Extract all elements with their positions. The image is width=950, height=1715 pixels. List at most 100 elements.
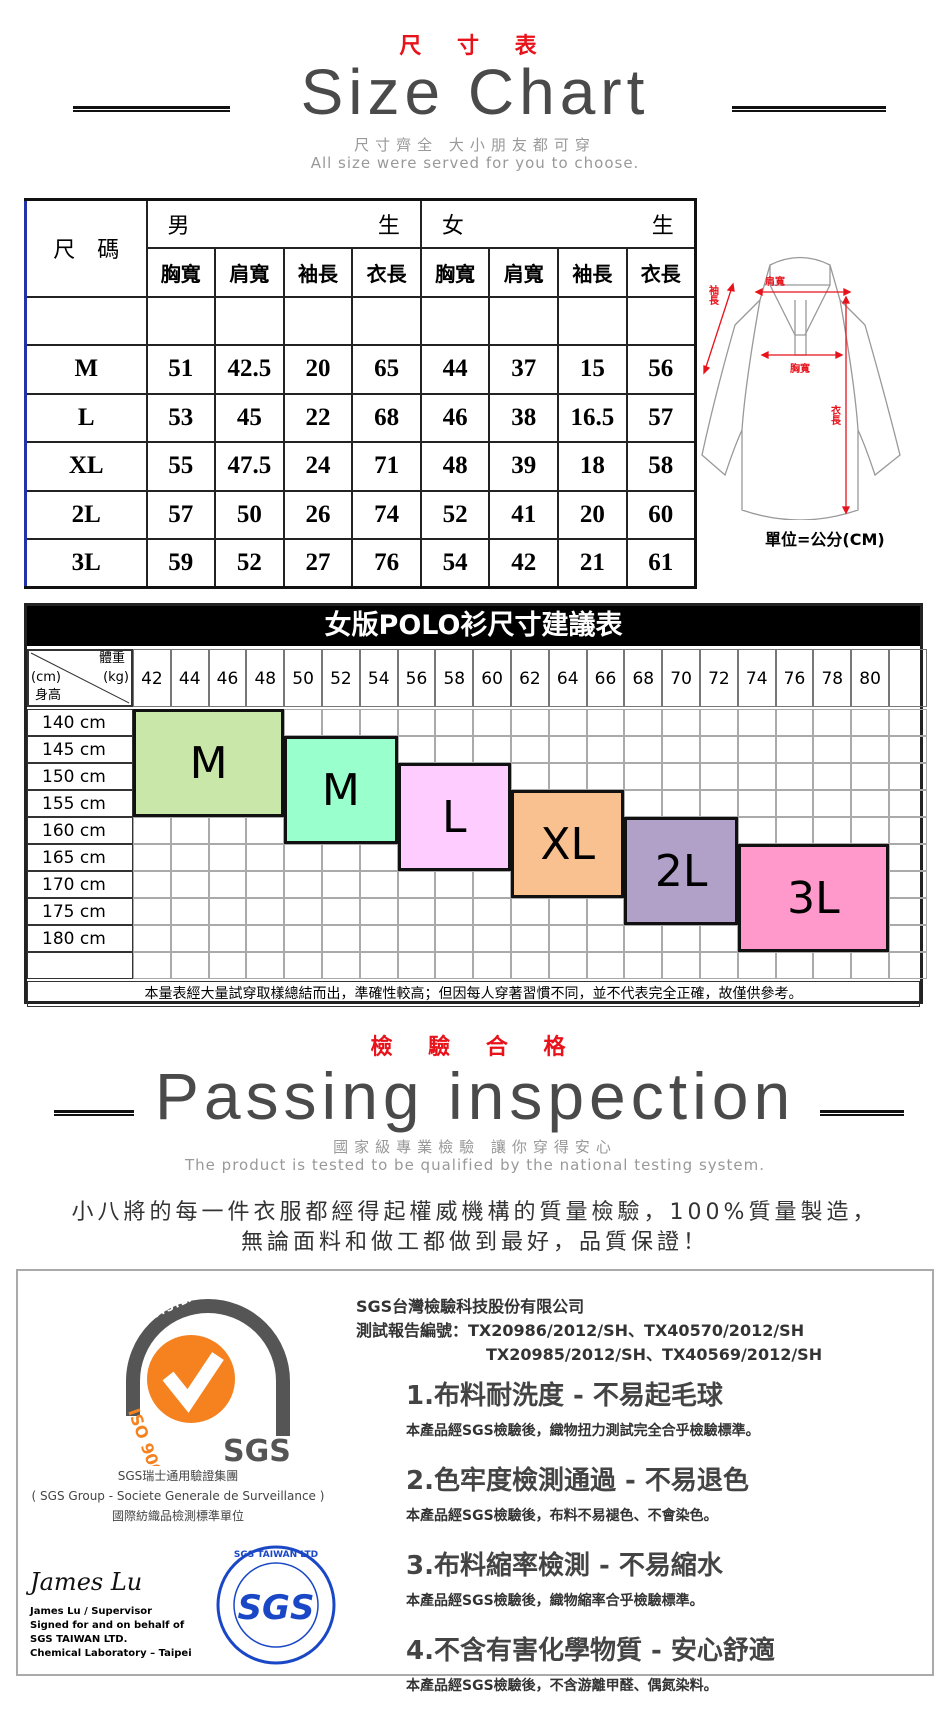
unit-label: 單位=公分(CM) bbox=[765, 530, 885, 549]
men-label-2: 生 bbox=[377, 214, 400, 239]
column-header: 衣長 bbox=[625, 247, 697, 298]
size-block-2l: 2L bbox=[624, 817, 738, 925]
grid-cell bbox=[322, 871, 360, 898]
women-size-chart: 女版POLO衫尺寸建議表 體重 (cm) (kg) 身高 42 44 46 48 50 52 54 5… bbox=[24, 603, 927, 1007]
grid-cell bbox=[359, 898, 398, 925]
divider-right-2 bbox=[820, 1110, 904, 1116]
value-cell: 68 bbox=[351, 392, 422, 443]
value-cell: 21 bbox=[557, 538, 628, 589]
women-group-header: 女生 bbox=[419, 198, 697, 249]
sgs-stamp: SGS TAIWAN LTD SGS bbox=[216, 1545, 336, 1665]
grid-cell bbox=[208, 817, 247, 844]
height-row-label bbox=[27, 952, 133, 979]
size-cell: M bbox=[24, 344, 148, 395]
grid-cell bbox=[813, 763, 852, 790]
grid-cell bbox=[889, 898, 927, 925]
grid-cell bbox=[246, 952, 285, 979]
grid-cell bbox=[133, 925, 171, 952]
value-cell: 27 bbox=[282, 538, 354, 589]
weight-header: 52 bbox=[322, 649, 360, 707]
grid-cell bbox=[775, 790, 814, 817]
sgs-certification-panel: SYSTEM CERTIFICATION ISO 9001 SGS SGS瑞士通… bbox=[16, 1269, 934, 1694]
value-cell: 26 bbox=[282, 489, 354, 540]
weight-header: 76 bbox=[775, 649, 814, 707]
weight-header: 46 bbox=[208, 649, 247, 707]
height-label: 身高 bbox=[35, 688, 62, 703]
grid-cell bbox=[548, 709, 587, 736]
value-cell: 22 bbox=[282, 392, 354, 443]
grid-cell bbox=[322, 709, 360, 736]
grid-cell bbox=[133, 871, 171, 898]
sgs-iso-logo: SYSTEM CERTIFICATION ISO 9001 SGS bbox=[124, 1291, 291, 1466]
grid-cell bbox=[284, 709, 322, 736]
value-cell: 42.5 bbox=[214, 344, 285, 395]
quality-paragraph-1: 小八將的每一件衣服都經得起權威機構的質量檢驗，100%質量製造， bbox=[71, 1200, 879, 1225]
weight-header: 78 bbox=[813, 649, 852, 707]
women-label-2: 生 bbox=[651, 214, 674, 239]
inspection-subtitle-cn: 國家級專業檢驗 讓你穿得安心 bbox=[333, 1138, 617, 1156]
weight-header: 60 bbox=[473, 649, 511, 707]
signer-line: Chemical Laboratory – Taipei bbox=[30, 1648, 192, 1659]
grid-cell bbox=[737, 763, 776, 790]
empty-cell bbox=[351, 295, 422, 346]
grid-cell bbox=[889, 817, 927, 844]
grid-cell bbox=[548, 925, 587, 952]
column-header: 袖長 bbox=[282, 247, 354, 298]
grid-cell bbox=[473, 709, 511, 736]
grid-cell bbox=[170, 925, 209, 952]
grid-cell bbox=[359, 925, 398, 952]
grid-cell bbox=[813, 817, 852, 844]
size-cell: 3L bbox=[24, 538, 148, 589]
shoulder-label: 肩寬 bbox=[765, 275, 785, 288]
grid-cell bbox=[359, 871, 398, 898]
value-cell: 50 bbox=[214, 489, 285, 540]
grid-cell bbox=[170, 844, 209, 871]
grid-cell bbox=[397, 898, 436, 925]
value-cell: 52 bbox=[214, 538, 285, 589]
logo-sgs-text: SGS bbox=[223, 1434, 291, 1466]
org-cn: SGS瑞士通用驗證集團 bbox=[117, 1469, 239, 1483]
grid-cell bbox=[208, 952, 247, 979]
test-item-desc: 本產品經SGS檢驗後，織物縮率合乎檢驗標準。 bbox=[406, 1593, 704, 1609]
value-cell: 57 bbox=[145, 489, 217, 540]
grid-cell bbox=[359, 952, 398, 979]
report-numbers: 測試報告編號：TX20986/2012/SH、TX40570/2012/SH bbox=[356, 1321, 805, 1340]
grid-cell bbox=[208, 925, 247, 952]
signer-line: Signed for and on behalf of bbox=[30, 1620, 185, 1631]
grid-cell bbox=[624, 736, 663, 763]
grid-cell bbox=[889, 736, 927, 763]
height-row-label: 180 cm bbox=[27, 925, 133, 952]
grid-cell bbox=[737, 790, 776, 817]
test-item-title: 4.不含有害化學物質 - 安心舒適 bbox=[406, 1636, 775, 1666]
grid-cell bbox=[359, 709, 398, 736]
chart-footnote: 本量表經大量試穿取樣總結而出，準確性較高；但因每人穿著習慣不同，並不代表完全正確… bbox=[27, 981, 920, 1007]
chest-label: 胸寬 bbox=[790, 362, 810, 375]
column-header: 胸寬 bbox=[145, 247, 217, 298]
empty-cell bbox=[24, 295, 148, 346]
sgs-org-info: SGS瑞士通用驗證集團 ( SGS Group - Societe Genera… bbox=[18, 1466, 338, 1526]
value-cell: 37 bbox=[488, 344, 560, 395]
grid-cell bbox=[624, 763, 663, 790]
grid-cell bbox=[662, 709, 700, 736]
grid-cell bbox=[662, 736, 700, 763]
grid-cell bbox=[851, 709, 889, 736]
org-en: ( SGS Group - Societe Generale de Survei… bbox=[31, 1489, 325, 1503]
grid-cell bbox=[889, 763, 927, 790]
grid-cell bbox=[775, 952, 814, 979]
value-cell: 38 bbox=[488, 392, 560, 443]
grid-cell bbox=[246, 844, 285, 871]
column-header: 胸寬 bbox=[419, 247, 491, 298]
empty-cell bbox=[419, 295, 491, 346]
grid-cell bbox=[737, 817, 776, 844]
grid-cell bbox=[246, 871, 285, 898]
grid-cell bbox=[511, 763, 549, 790]
weight-header: 44 bbox=[170, 649, 209, 707]
value-cell: 59 bbox=[145, 538, 217, 589]
height-row-label: 150 cm bbox=[27, 763, 133, 790]
size-block-l: L bbox=[397, 763, 511, 871]
grid-cell bbox=[435, 736, 474, 763]
women-chart-title: 女版POLO衫尺寸建議表 bbox=[27, 606, 920, 646]
size-cell: L bbox=[24, 392, 148, 443]
value-cell: 53 bbox=[145, 392, 217, 443]
grid-cell bbox=[170, 898, 209, 925]
